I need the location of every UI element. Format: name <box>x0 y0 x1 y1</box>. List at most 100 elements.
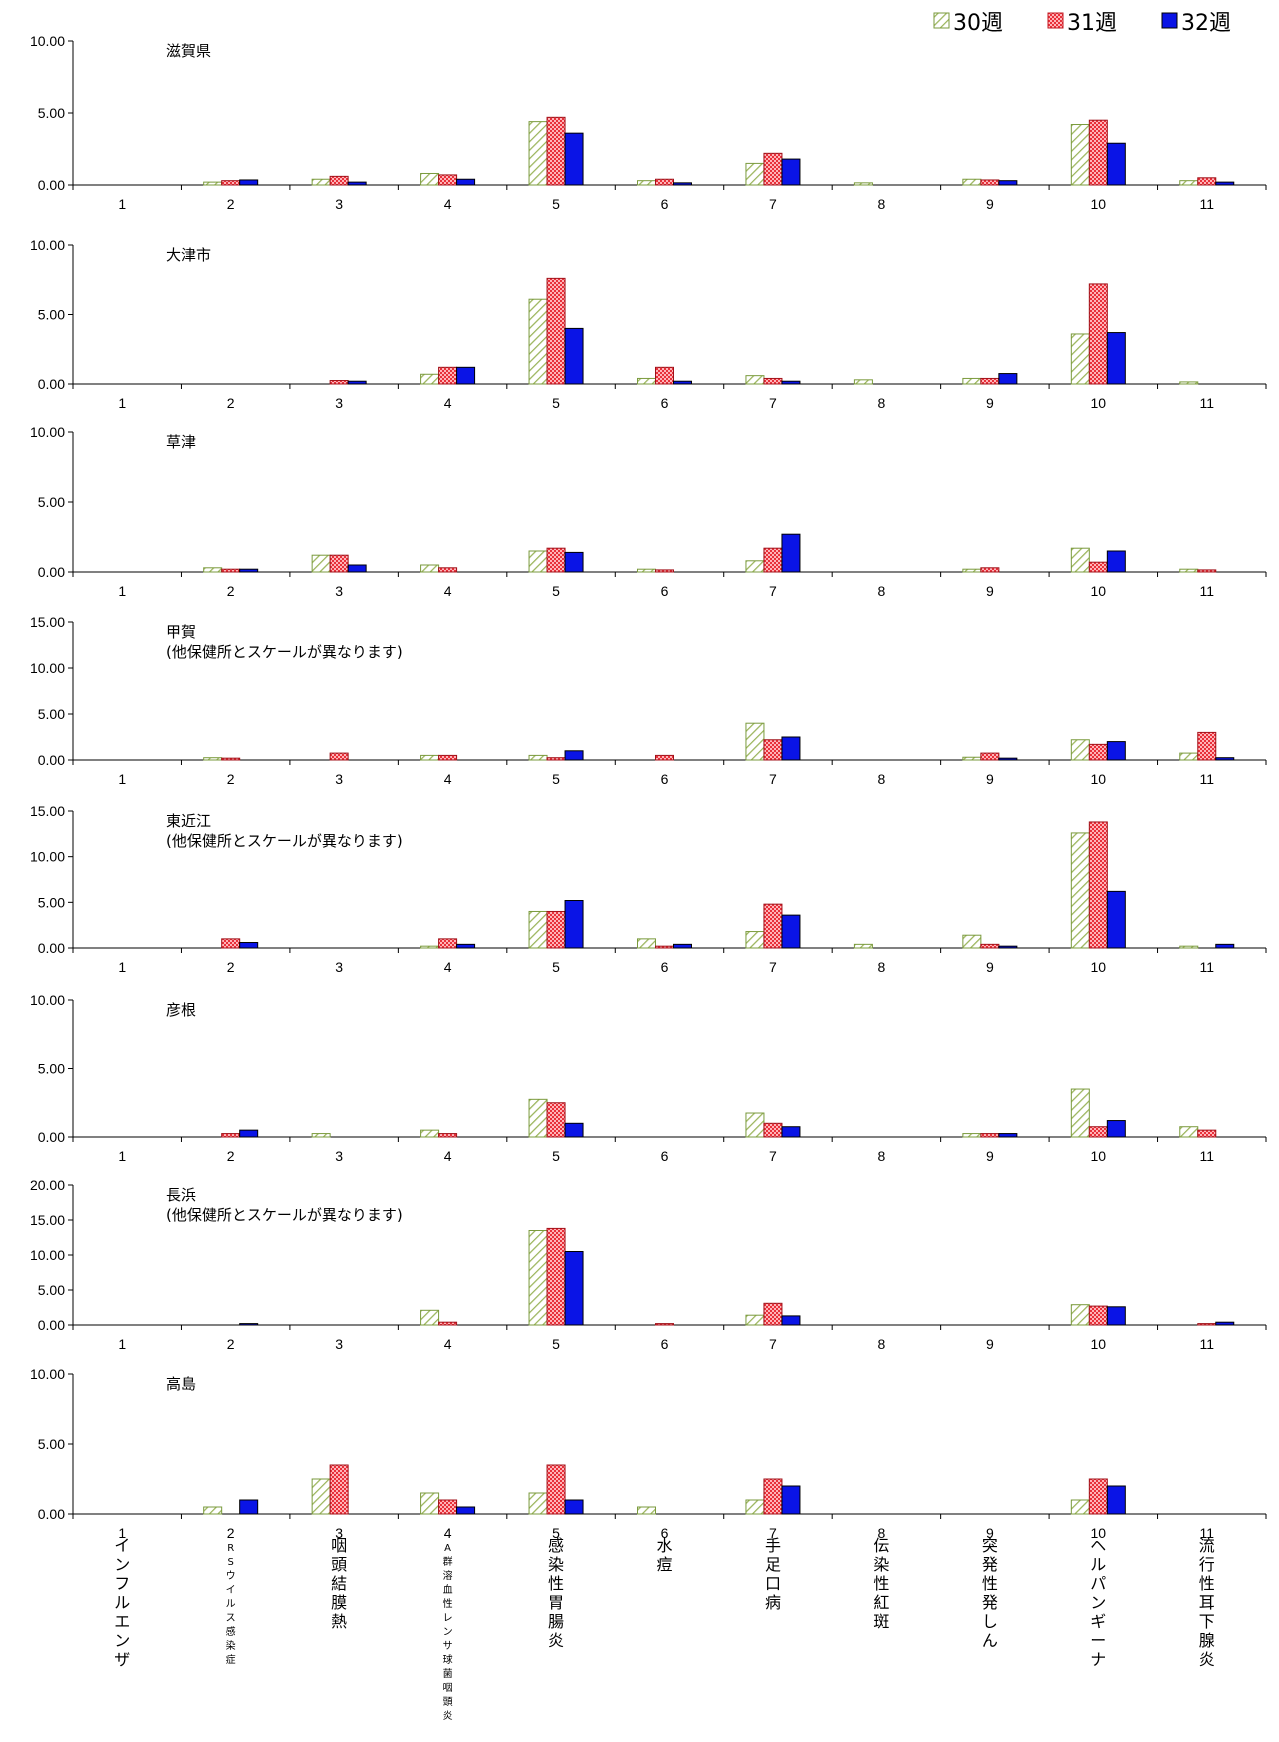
x-tick-label: 11 <box>1199 583 1214 599</box>
bar-30週-3 <box>311 1478 331 1515</box>
disease-label: R S ウイルス感染症 <box>226 1543 236 1666</box>
bar-31週-5 <box>546 1102 566 1138</box>
bar-31週-9 <box>980 1133 1000 1138</box>
x-tick-label: 1 <box>118 1525 126 1541</box>
y-tick-label: 0.00 <box>38 177 65 193</box>
bar-30週-11 <box>1179 945 1199 949</box>
x-tick-label: 8 <box>878 196 886 212</box>
bar-30週-8 <box>853 943 873 949</box>
bar-32週-5 <box>564 1251 584 1326</box>
x-tick-label: 8 <box>878 1525 886 1541</box>
bar-31週-10 <box>1088 743 1108 761</box>
x-tick-label: 5 <box>552 395 560 411</box>
bar-31週-4 <box>438 366 458 385</box>
x-tick-label: 10 <box>1091 196 1107 212</box>
x-tick-label: 5 <box>552 1336 560 1352</box>
x-tick-label: 11 <box>1199 395 1214 411</box>
bar-30週-11 <box>1179 381 1199 385</box>
bar-30週-4 <box>420 172 440 186</box>
x-tick-label: 1 <box>118 771 126 787</box>
bar-30週-4 <box>420 1309 440 1326</box>
y-tick-label: 10.00 <box>30 849 65 865</box>
panel-1: 0.00 5.00 10.00 1 2 3 4 5 6 7 8 9 10 11 滋賀県 <box>30 33 1267 212</box>
y-tick-label: 5.00 <box>38 1282 65 1298</box>
bar-32週-5 <box>564 900 584 949</box>
x-tick-label: 4 <box>444 1336 452 1352</box>
x-tick-label: 9 <box>986 959 994 975</box>
legend-label-32: 32週 <box>1181 11 1231 36</box>
bar-30週-10 <box>1070 832 1090 949</box>
x-tick-label: 9 <box>986 1336 994 1352</box>
disease-label: 伝染性紅斑 <box>873 1536 889 1631</box>
bar-30週-10 <box>1070 1304 1090 1326</box>
panel-subtitle: (他保健所とスケールが異なります) <box>166 832 403 850</box>
bar-30週-4 <box>420 564 440 573</box>
disease-label: 咽頭結膜熱 <box>331 1536 347 1631</box>
x-tick-label: 11 <box>1199 1148 1214 1164</box>
y-tick-label: 0.00 <box>38 1317 65 1333</box>
bar-31週-9 <box>980 179 1000 186</box>
bar-30週-10 <box>1070 547 1090 573</box>
legend-swatch-32 <box>1161 12 1178 29</box>
x-tick-label: 1 <box>118 196 126 212</box>
x-tick-label: 2 <box>227 196 235 212</box>
panel-title: 大津市 <box>166 246 211 264</box>
bar-32週-10 <box>1106 1485 1126 1515</box>
y-tick-label: 5.00 <box>38 706 65 722</box>
panel-title: 甲賀 <box>166 623 196 641</box>
bar-31週-6 <box>655 366 674 385</box>
bar-32週-9 <box>998 757 1018 761</box>
y-tick-label: 10.00 <box>30 237 65 253</box>
y-tick-label: 10.00 <box>30 1366 65 1382</box>
bar-31週-2 <box>221 1133 241 1138</box>
bar-30週-10 <box>1070 1088 1090 1138</box>
x-tick-label: 10 <box>1091 959 1107 975</box>
bar-30週-5 <box>528 1492 548 1515</box>
x-tick-label: 6 <box>661 395 669 411</box>
x-tick-label: 11 <box>1199 1336 1214 1352</box>
bar-32週-5 <box>564 327 584 385</box>
bar-31週-6 <box>655 178 674 186</box>
bar-30週-7 <box>745 1314 765 1326</box>
bar-32週-2 <box>239 1129 259 1138</box>
bar-31週-4 <box>438 1321 458 1326</box>
x-tick-label: 2 <box>227 1148 235 1164</box>
panel-2: 0.00 5.00 10.00 1 2 3 4 5 6 7 8 9 10 11 大津市 <box>30 237 1267 411</box>
x-tick-label: 9 <box>986 1525 994 1541</box>
bar-31週-5 <box>546 910 566 949</box>
x-tick-label: 6 <box>661 1148 669 1164</box>
bar-31週-7 <box>763 739 783 761</box>
panel-6: 0.00 5.00 10.00 1 2 3 4 5 6 7 8 9 10 11 彦根 <box>30 992 1267 1164</box>
bar-30週-6 <box>637 938 656 949</box>
x-tick-label: 7 <box>769 1336 777 1352</box>
x-tick-label: 6 <box>661 583 669 599</box>
bar-30週-11 <box>1179 180 1199 186</box>
x-tick-label: 9 <box>986 196 994 212</box>
bar-30週-9 <box>962 568 982 573</box>
legend: 30週 31週 32週 <box>933 11 1231 36</box>
y-tick-label: 0.00 <box>38 1506 65 1522</box>
bar-30週-7 <box>745 375 765 385</box>
bar-30週-4 <box>420 754 440 761</box>
x-tick-label: 3 <box>335 196 343 212</box>
x-tick-label: 7 <box>769 959 777 975</box>
bar-32週-2 <box>239 179 259 186</box>
bar-32週-4 <box>456 1506 476 1515</box>
x-tick-label: 10 <box>1091 1525 1107 1541</box>
x-tick-label: 4 <box>444 1148 452 1164</box>
legend-swatch-31 <box>1047 12 1064 29</box>
bar-31週-9 <box>980 377 1000 385</box>
bar-31週-5 <box>546 547 566 573</box>
panel-title: 長浜 <box>166 1186 196 1204</box>
disease-label: 感染性胃腸炎 <box>548 1536 564 1650</box>
x-tick-label: 6 <box>661 771 669 787</box>
x-tick-label: 11 <box>1199 196 1214 212</box>
bar-30週-2 <box>203 181 223 186</box>
bar-30週-9 <box>962 377 982 385</box>
bar-32週-3 <box>347 181 367 186</box>
bar-32週-5 <box>564 1499 584 1515</box>
x-tick-label: 4 <box>444 1525 452 1541</box>
bar-30週-6 <box>637 377 656 385</box>
